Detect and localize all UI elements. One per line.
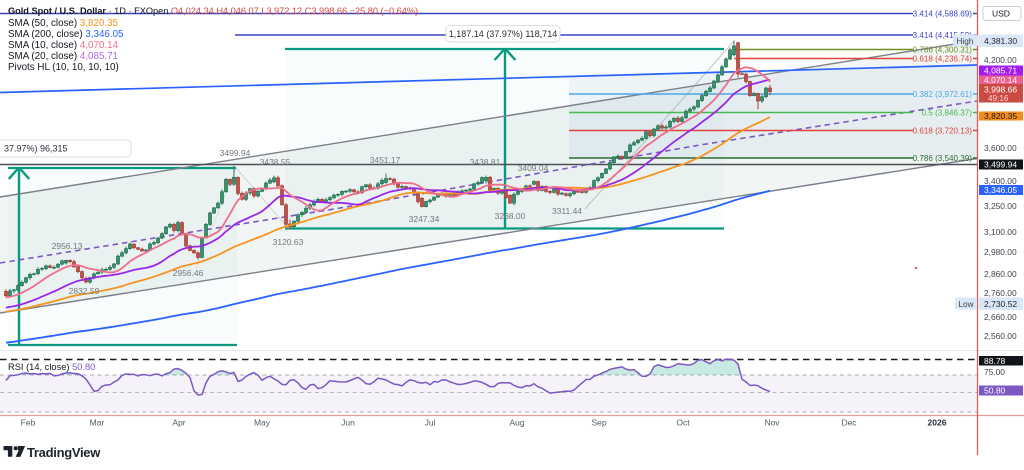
svg-text:3,100.00: 3,100.00 — [984, 227, 1017, 237]
svg-text:2832.59: 2832.59 — [69, 286, 100, 296]
svg-text:4,381.30: 4,381.30 — [984, 36, 1017, 46]
svg-text:2,560.00: 2,560.00 — [984, 331, 1017, 341]
svg-text:4,200.00: 4,200.00 — [984, 55, 1017, 65]
svg-text:4,070.14: 4,070.14 — [984, 75, 1017, 85]
svg-text:3499.94: 3499.94 — [220, 148, 251, 158]
svg-text:1,187.14 (37.97%) 118,714: 1,187.14 (37.97%) 118,714 — [449, 29, 557, 39]
svg-text:49:16: 49:16 — [988, 94, 1009, 103]
svg-text:Feb: Feb — [21, 418, 36, 428]
svg-text:May: May — [254, 418, 271, 428]
svg-text:0.618 (4,236.74): 0.618 (4,236.74) — [913, 55, 973, 64]
svg-text:3.414 (4,588.69): 3.414 (4,588.69) — [913, 10, 973, 19]
svg-text:Sep: Sep — [591, 418, 606, 428]
svg-text:Dec: Dec — [841, 418, 857, 428]
svg-text:Apr: Apr — [172, 418, 185, 428]
svg-text:3268.00: 3268.00 — [495, 211, 526, 221]
svg-text:Mar: Mar — [90, 418, 105, 428]
svg-text:3247.34: 3247.34 — [409, 214, 440, 224]
svg-text:37.97%) 96,315: 37.97%) 96,315 — [4, 144, 68, 154]
svg-text:2956.13: 2956.13 — [52, 241, 83, 251]
svg-text:2,860.00: 2,860.00 — [984, 269, 1017, 279]
svg-text:4,085.71: 4,085.71 — [984, 66, 1017, 76]
svg-text:Aug: Aug — [509, 418, 524, 428]
svg-text:0.618 (3,720.13): 0.618 (3,720.13) — [913, 127, 973, 136]
svg-text:3,400.00: 3,400.00 — [984, 176, 1017, 186]
svg-text:88.78: 88.78 — [984, 356, 1006, 366]
svg-text:SMA (50, close) 3,820.35: SMA (50, close) 3,820.35 — [8, 18, 119, 29]
svg-text:75.00: 75.00 — [984, 367, 1005, 377]
svg-text:SMA (10, close) 4,070.14: SMA (10, close) 4,070.14 — [8, 40, 119, 51]
svg-text:3438.55: 3438.55 — [260, 157, 291, 167]
svg-text:TradingView: TradingView — [27, 445, 101, 460]
svg-text:SMA (20, close) 4,085.71: SMA (20, close) 4,085.71 — [8, 51, 118, 62]
svg-text:2,730.52: 2,730.52 — [984, 299, 1017, 309]
svg-text:3438.81: 3438.81 — [470, 157, 501, 167]
svg-text:Low: Low — [959, 300, 974, 309]
svg-text:3,998.66: 3,998.66 — [984, 85, 1017, 95]
svg-text:2,980.00: 2,980.00 — [984, 247, 1017, 257]
svg-text:0.5 (3,846.37): 0.5 (3,846.37) — [922, 109, 973, 118]
svg-text:0.382 (3,972.61): 0.382 (3,972.61) — [913, 90, 973, 99]
svg-text:Gold Spot / U.S. Dollar · 1D ·: Gold Spot / U.S. Dollar · 1D · FXOpen O4… — [8, 6, 418, 16]
svg-text:RSI (14, close) 50.80: RSI (14, close) 50.80 — [8, 362, 95, 372]
svg-text:High: High — [957, 37, 974, 46]
svg-text:0.786 (4,300.31): 0.786 (4,300.31) — [913, 46, 973, 55]
svg-text:3,600.00: 3,600.00 — [984, 143, 1017, 153]
svg-text:3120.63: 3120.63 — [273, 237, 304, 247]
svg-text:3451.17: 3451.17 — [370, 155, 401, 165]
svg-text:3409.04: 3409.04 — [518, 163, 549, 173]
svg-text:Nov: Nov — [764, 418, 780, 428]
svg-text:Jun: Jun — [341, 418, 355, 428]
svg-text:3,250.00: 3,250.00 — [984, 201, 1017, 211]
svg-text:USD: USD — [992, 9, 1010, 19]
svg-text:0.786 (3,540.39): 0.786 (3,540.39) — [913, 154, 973, 163]
svg-text:2026: 2026 — [928, 418, 947, 428]
svg-text:50.80: 50.80 — [984, 386, 1006, 396]
svg-text:3,499.94: 3,499.94 — [984, 160, 1017, 170]
svg-text:2956.46: 2956.46 — [173, 268, 204, 278]
svg-text:2,660.00: 2,660.00 — [984, 312, 1017, 322]
svg-text:3311.44: 3311.44 — [552, 206, 582, 216]
svg-text:SMA (200, close) 3,346.05: SMA (200, close) 3,346.05 — [8, 29, 124, 40]
svg-text:Pivots HL (10, 10, 10, 10): Pivots HL (10, 10, 10, 10) — [8, 62, 119, 73]
svg-text:2,760.00: 2,760.00 — [984, 288, 1017, 298]
svg-text:3,820.35: 3,820.35 — [984, 111, 1017, 121]
svg-text:Oct: Oct — [676, 418, 690, 428]
svg-text:Jul: Jul — [425, 418, 436, 428]
svg-text:3.414 (4,415.59): 3.414 (4,415.59) — [913, 31, 973, 40]
svg-text:3,346.05: 3,346.05 — [984, 185, 1017, 195]
